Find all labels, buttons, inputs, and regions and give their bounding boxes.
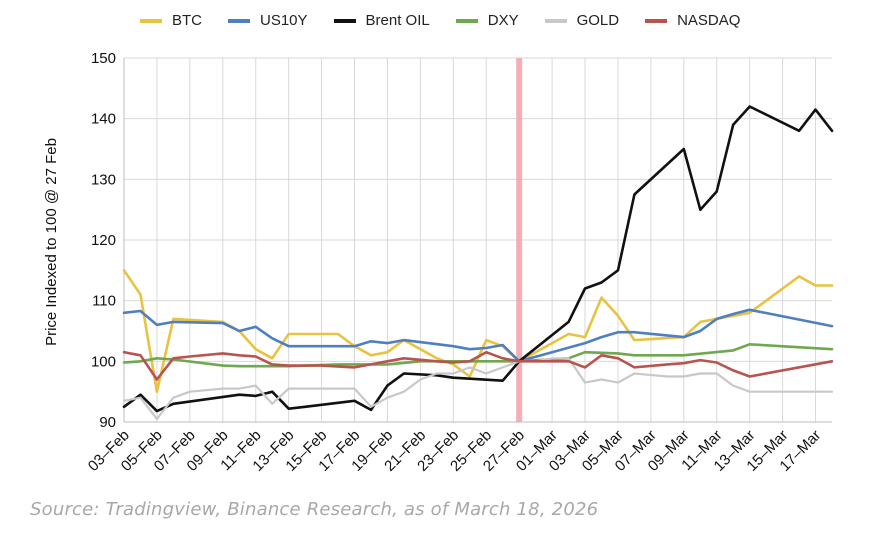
series-line-gold xyxy=(122,357,834,421)
legend-label: NASDAQ xyxy=(677,12,741,29)
y-axis-label: Price Indexed to 100 @ 27 Feb xyxy=(43,138,60,346)
legend-item-gold: GOLD xyxy=(544,12,620,29)
legend-label: BTC xyxy=(172,12,202,29)
legend-label: DXY xyxy=(487,12,519,29)
legend-swatch xyxy=(455,18,478,23)
legend-label: US10Y xyxy=(260,12,308,29)
legend-label: GOLD xyxy=(576,12,620,29)
highlight-bar-27-feb xyxy=(516,58,523,422)
chart-grid xyxy=(123,57,832,423)
y-tick-label: 140 xyxy=(91,111,116,128)
series-lines xyxy=(122,105,834,421)
y-tick-label: 150 xyxy=(91,50,116,67)
legend-swatch xyxy=(228,18,250,23)
x-tick-labels: 03–Feb05–Feb07–Feb09–Feb11–Feb13–Feb15–F… xyxy=(85,427,825,475)
source-note: Source: Tradingview, Binance Research, a… xyxy=(30,499,599,520)
legend-item-btc: BTC xyxy=(140,12,202,29)
legend-item-brent-oil: Brent OIL xyxy=(333,12,430,29)
highlight-band xyxy=(516,58,523,422)
legend-item-us10y: US10Y xyxy=(228,12,308,29)
legend-swatch xyxy=(645,18,668,23)
y-tick-label: 110 xyxy=(92,293,116,310)
series-line-btc xyxy=(122,268,834,394)
series-line-nasdaq xyxy=(122,350,834,381)
legend-item-nasdaq: NASDAQ xyxy=(645,12,740,29)
series-line-brent-oil xyxy=(122,105,834,413)
y-tick-label: 120 xyxy=(91,232,116,249)
legend-label: Brent OIL xyxy=(365,12,430,29)
legend-item-dxy: DXY xyxy=(455,12,519,29)
y-tick-label: 90 xyxy=(99,414,116,431)
legend-swatch xyxy=(333,18,356,23)
y-tick-label: 100 xyxy=(91,353,116,370)
series-line-us10y xyxy=(122,308,834,363)
y-tick-label: 130 xyxy=(91,171,116,188)
y-tick-labels: 90 100 110 120 130 140 150 xyxy=(91,50,116,431)
legend-swatch xyxy=(140,18,162,23)
legend-swatch xyxy=(544,18,567,23)
chart-legend: BTC US10Y Brent OIL DXY GOLD NASDAQ xyxy=(140,12,766,29)
